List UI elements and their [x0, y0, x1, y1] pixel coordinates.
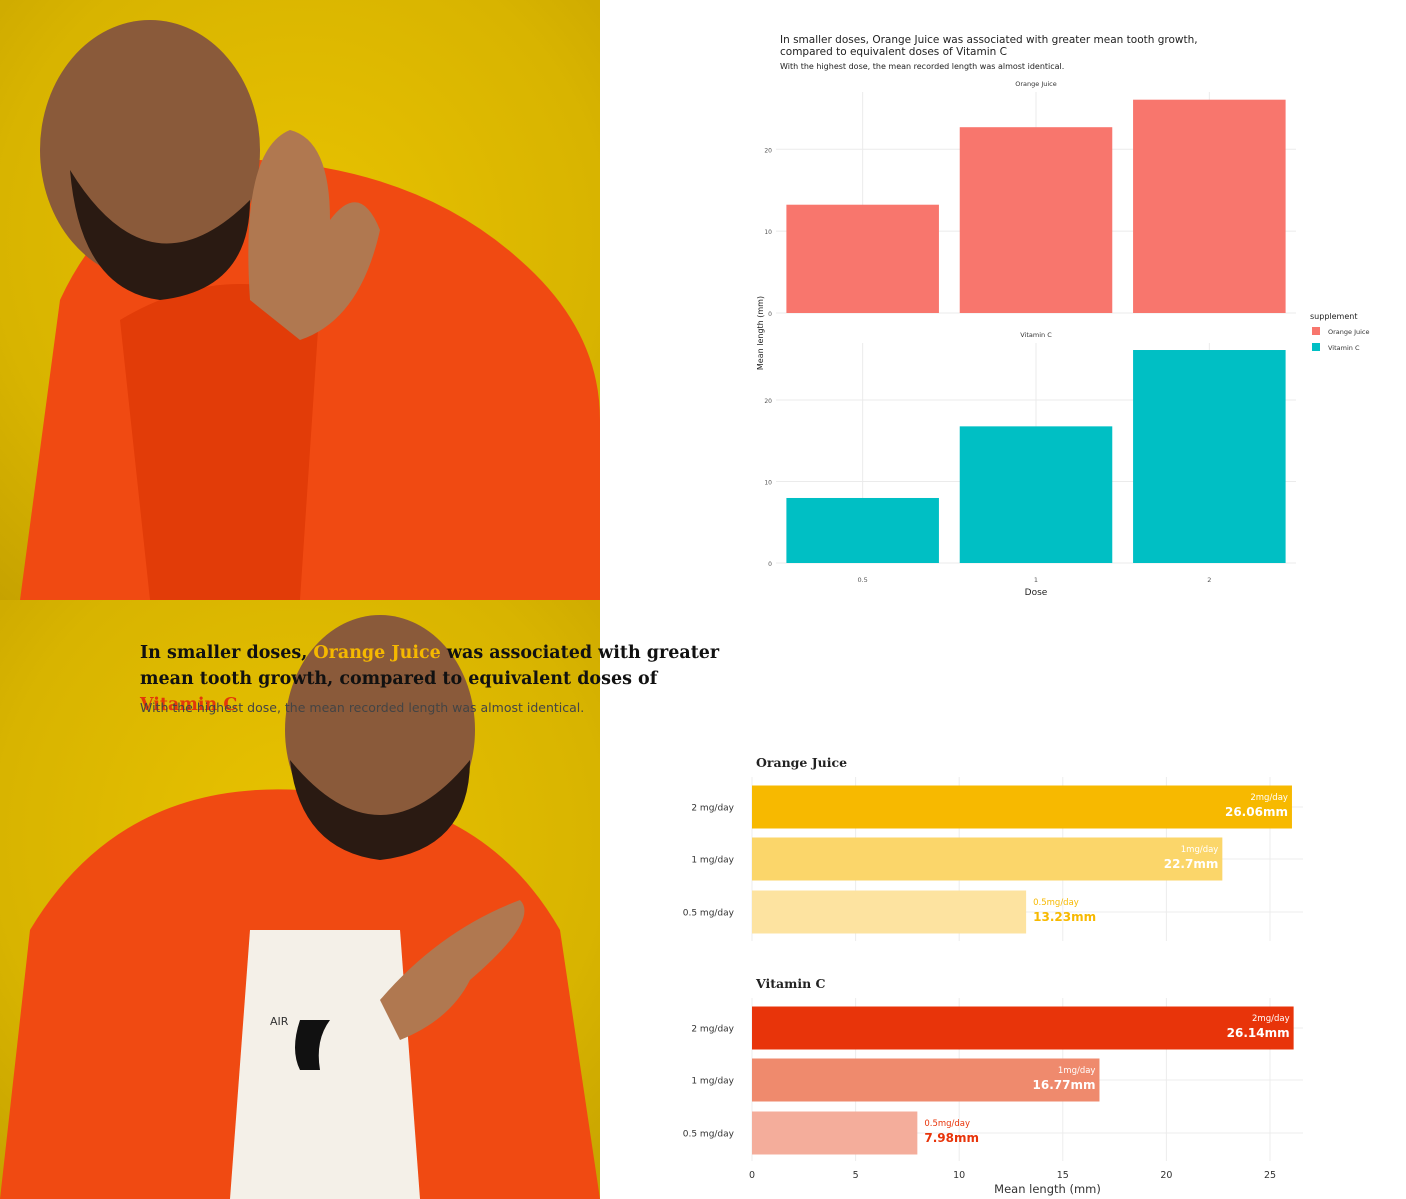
approving-person-icon: AIR: [0, 615, 600, 1199]
bar-oj-0.5: [752, 890, 1027, 934]
bar-oj-2: [752, 785, 1292, 829]
chart-default-ggplot: In smaller doses, Orange Juice was assoc…: [600, 0, 1406, 600]
title-highlight-orange-juice: Orange Juice: [313, 643, 441, 663]
bar-value-label: 13.23mm: [1033, 910, 1096, 924]
x-axis-title: Mean length (mm): [994, 1182, 1101, 1196]
bar-oj-2: [1133, 99, 1286, 313]
bar-dose-label: 1mg/day: [1058, 1066, 1096, 1076]
bottom-chart-subtitle: With the highest dose, the mean recorded…: [140, 700, 585, 715]
x-tick-label: 15: [1057, 1170, 1069, 1181]
x-tick-label: 1: [1034, 576, 1038, 584]
meme-panel-approving: AIR: [0, 600, 600, 1199]
legend-label: Orange Juice: [1328, 328, 1370, 336]
bar-dose-label: 1mg/day: [1181, 845, 1219, 855]
y-tick-label: 0.5 mg/day: [683, 1130, 735, 1140]
bottom-chart-title: In smaller doses, Orange Juice was assoc…: [140, 643, 720, 715]
x-tick-label: 2: [1207, 576, 1211, 584]
bar-value-label: 22.7mm: [1164, 857, 1219, 871]
facet-label: Vitamin C: [1020, 331, 1052, 339]
bar-dose-label: 2mg/day: [1250, 793, 1288, 803]
y-tick-label: 0: [768, 311, 772, 318]
x-tick-label: 0.5: [857, 576, 867, 584]
shirt-logo-text: AIR: [270, 1015, 289, 1028]
x-tick-label: 5: [853, 1170, 859, 1181]
bar-vc-0.5: [752, 1111, 918, 1155]
x-tick-label: 0: [749, 1170, 755, 1181]
facet-label: Orange Juice: [1015, 80, 1057, 88]
facet-title: Orange Juice: [756, 755, 847, 770]
facet-title: Vitamin C: [755, 976, 826, 991]
bar-oj-1: [959, 127, 1113, 314]
legend-swatch-vc: [1312, 343, 1320, 351]
bar-vc-2: [1133, 350, 1286, 563]
bar-oj-1: [752, 837, 1223, 881]
bar-vc-0.5: [786, 497, 939, 563]
bar-value-label: 16.77mm: [1033, 1078, 1096, 1092]
y-tick-label: 2 mg/day: [691, 1025, 734, 1035]
bar-value-label: 7.98mm: [924, 1131, 979, 1145]
top-chart-subtitle: With the highest dose, the mean recorded…: [780, 62, 1065, 71]
y-tick-label: 0: [768, 561, 772, 568]
bar-vc-2: [752, 1006, 1294, 1050]
x-axis-title: Dose: [1025, 588, 1048, 598]
y-tick-label: 10: [764, 229, 772, 236]
x-tick-label: 25: [1264, 1170, 1276, 1181]
bar-vc-1: [959, 426, 1113, 563]
y-tick-label: 10: [764, 480, 772, 487]
legend-swatch-oj: [1312, 327, 1320, 335]
title-highlight-vitamin-c: Vitamin C: [140, 695, 238, 715]
y-tick-label: 20: [764, 398, 772, 405]
bar-oj-0.5: [786, 204, 939, 313]
bar-vc-1: [752, 1058, 1100, 1102]
y-axis-title: Mean length (mm): [756, 296, 765, 370]
top-chart-plot: 0 10 20 Orange Juice 0 10 20 Vitamin C 0.5 1 2 Dose…: [756, 80, 1370, 598]
y-tick-label: 1 mg/day: [691, 856, 734, 866]
rejecting-person-icon: [20, 20, 600, 600]
bar-value-label: 26.06mm: [1225, 805, 1288, 819]
y-tick-label: 1 mg/day: [691, 1077, 734, 1087]
y-tick-label: 0.5 mg/day: [683, 909, 735, 919]
meme-panel-rejecting: [0, 0, 600, 600]
x-tick-label: 10: [953, 1170, 965, 1181]
legend-title: supplement: [1310, 312, 1357, 321]
y-tick-label: 20: [764, 147, 772, 154]
top-chart-title: In smaller doses, Orange Juice was assoc…: [780, 34, 1198, 58]
bottom-chart-plot: Orange Juice 2 mg/day 2mg/day 26.06mm 1 mg/d…: [683, 755, 1303, 1196]
y-tick-label: 2 mg/day: [691, 804, 734, 814]
bar-dose-label: 2mg/day: [1252, 1014, 1290, 1024]
x-tick-label: 20: [1160, 1170, 1172, 1181]
legend-label: Vitamin C: [1328, 344, 1360, 352]
bar-dose-label: 0.5mg/day: [924, 1119, 970, 1129]
bar-value-label: 26.14mm: [1227, 1026, 1290, 1040]
bar-dose-label: 0.5mg/day: [1033, 898, 1079, 908]
